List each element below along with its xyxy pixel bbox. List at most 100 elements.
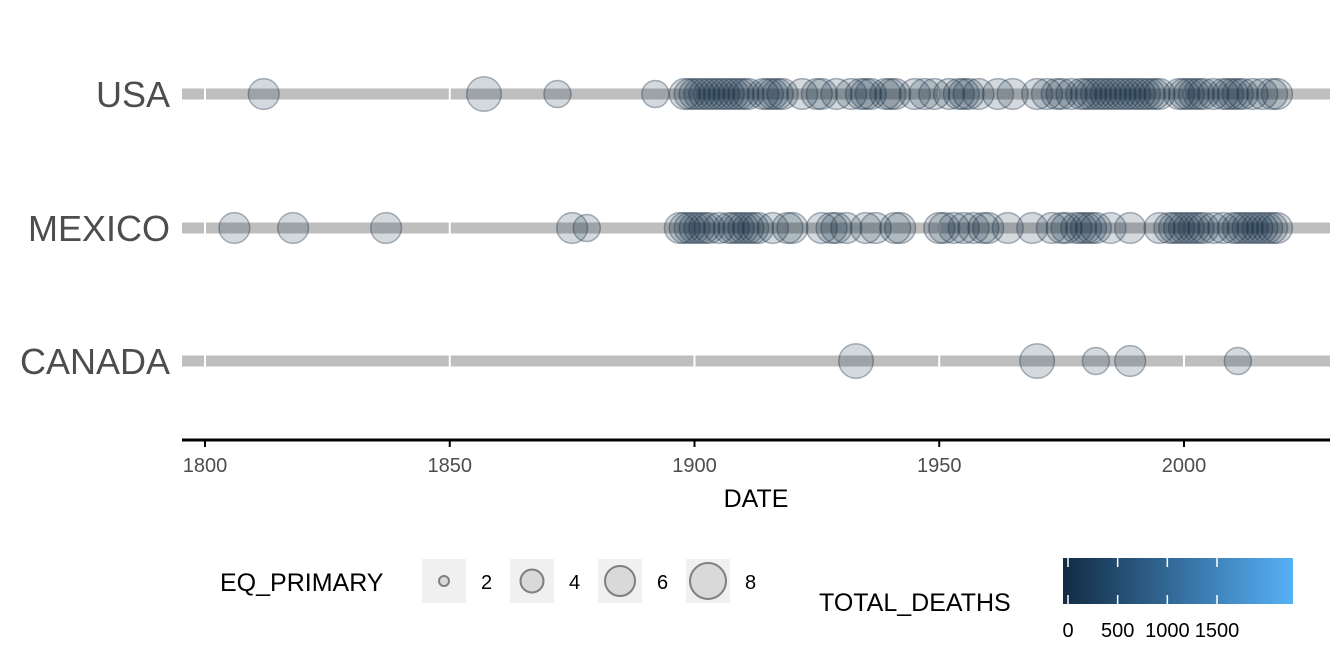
data-point-usa [702,77,736,111]
data-point-mexico [369,211,403,245]
data-point-usa [908,77,941,111]
data-point-usa [1167,77,1201,111]
data-point-mexico [1162,211,1196,245]
data-point-mexico [927,211,961,245]
data-point-mexico [991,211,1024,245]
data-point-mexico [1065,211,1098,245]
data-point-usa [800,77,834,111]
data-point-mexico [776,211,809,245]
size-legend-circle-8 [689,562,727,600]
data-point-mexico [1050,211,1083,245]
color-legend-label-1000: 1000 [1145,620,1190,642]
data-point-mexico [1246,211,1279,245]
data-point-usa [1089,77,1122,111]
data-point-usa [1162,77,1196,111]
x-axis: 1800 1850 1900 1950 2000 [182,438,1330,477]
data-point-mexico [555,211,589,245]
data-point-usa [751,77,785,111]
data-point-mexico [1094,211,1127,245]
data-point-mexico [1153,211,1186,245]
x-tick-label-1900: 1900 [672,455,717,477]
data-point-mexico [572,213,602,243]
size-legend-circle-2 [438,575,450,587]
data-point-usa [869,77,902,111]
x-tick-label-2000: 2000 [1162,455,1207,477]
data-point-mexico [849,211,882,245]
data-point-mexico [673,211,706,245]
data-point-usa [697,77,731,111]
data-point-canada [1114,344,1147,378]
data-point-usa [1040,77,1073,111]
data-point-usa [746,77,780,111]
x-axis-title: DATE [724,485,789,513]
data-point-usa [693,77,726,111]
data-point-usa [947,77,980,111]
data-point-mexico [815,211,848,245]
data-point-usa [981,77,1015,111]
data-point-canada [1019,342,1056,380]
data-point-usa [844,77,878,111]
data-point-usa [1260,77,1294,111]
size-legend-label-8: 8 [745,572,756,594]
data-point-usa [688,77,721,111]
color-legend-bar [1063,558,1293,604]
data-point-usa [1182,77,1215,111]
data-point-mexico [830,211,863,245]
data-point-usa [1211,77,1245,111]
data-point-mexico [218,211,251,245]
data-point-usa [1109,77,1142,111]
data-point-usa [854,77,887,111]
data-point-mexico [1158,211,1191,245]
x-tick-label-1800: 1800 [183,455,228,477]
data-point-mexico [1069,211,1103,245]
data-point-usa [1094,77,1127,111]
size-legend-circle-6 [604,565,636,597]
data-point-mexico [947,211,980,245]
data-point-mexico [1074,211,1108,245]
data-point-usa [1045,77,1078,111]
data-point-mexico [1255,211,1289,245]
data-point-usa [1069,77,1103,111]
data-point-mexico [972,211,1005,245]
data-point-usa [1114,77,1147,111]
color-legend-label-0: 0 [1062,620,1073,642]
size-legend-title: EQ_PRIMARY [220,569,384,597]
category-label-usa: USA [96,74,170,115]
data-point-mexico [1236,211,1269,245]
data-point-mexico [1260,211,1294,245]
data-point-mexico [1079,211,1113,245]
data-point-usa [683,77,716,111]
size-legend-label-4: 4 [569,572,580,594]
data-point-usa [1246,77,1279,111]
data-point-usa [668,77,701,111]
data-point-mexico [1060,211,1093,245]
data-point-mexico [1216,211,1250,245]
data-point-usa [732,77,765,111]
data-point-usa [678,77,711,111]
data-point-mexico [1114,211,1147,245]
data-point-usa [641,79,670,109]
data-point-usa [722,77,755,111]
data-point-mexico [1167,211,1201,245]
data-point-usa [874,77,907,111]
color-legend-title: TOTAL_DEATHS [819,589,1011,617]
data-point-usa [805,77,838,111]
data-point-mexico [1016,211,1049,245]
data-point-mexico [1177,211,1210,245]
data-point-mexico [1231,211,1264,245]
data-point-canada [1081,346,1111,376]
data-point-usa [952,77,985,111]
data-point-usa [727,77,760,111]
data-point-mexico [1251,211,1284,245]
data-point-usa [756,77,789,111]
data-point-mexico [937,211,971,245]
data-point-usa [1104,77,1137,111]
data-point-mexico [756,211,789,245]
color-legend-label-1500: 1500 [1195,620,1240,642]
color-legend-label-500: 500 [1101,620,1134,642]
data-point-usa [1177,77,1210,111]
data-point-usa [962,77,995,111]
data-point-usa [1128,77,1161,111]
data-point-usa [761,77,794,111]
